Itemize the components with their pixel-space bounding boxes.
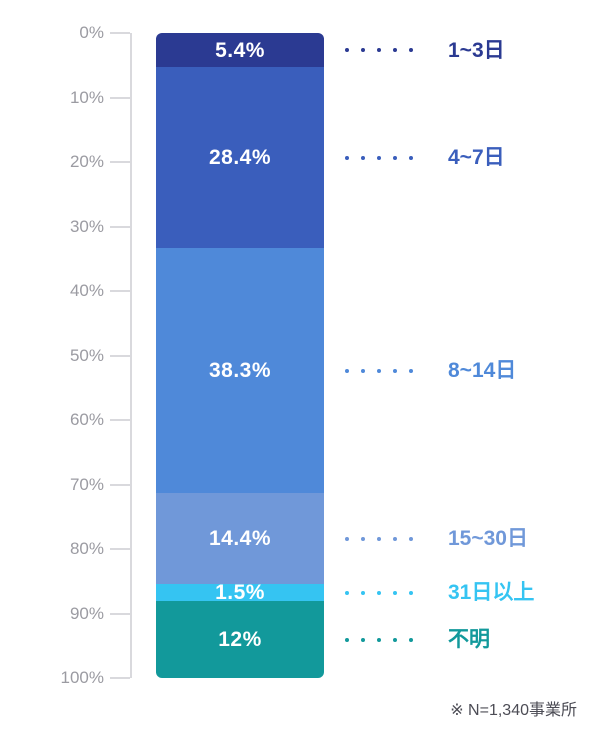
y-tick-label: 90% (69, 603, 104, 623)
legend-row: 4~7日 (345, 145, 505, 171)
footnote: ※ N=1,340事業所 (450, 702, 577, 719)
y-tick-mark (110, 612, 130, 615)
leader-dot-icon (409, 48, 413, 53)
leader-dot-icon (409, 637, 413, 642)
leader-dot-icon (361, 48, 365, 53)
y-tick-mark (110, 96, 130, 99)
y-tick-label: 50% (69, 345, 104, 365)
leader-dot-icon (409, 536, 413, 541)
y-tick-label: 10% (69, 87, 104, 107)
bar-segment: 38.3% (156, 248, 324, 493)
leader-dot-icon (361, 155, 365, 160)
y-axis-line (130, 33, 132, 678)
dot-leader (345, 590, 413, 595)
legend-label: 8~14日 (448, 359, 517, 383)
y-tick-mark (110, 290, 130, 292)
dot-leader (345, 637, 413, 642)
legend-row: 不明 (345, 627, 490, 653)
leader-dot-icon (345, 637, 349, 642)
leader-dot-icon (345, 155, 349, 160)
leader-dot-icon (409, 155, 413, 160)
dot-leader (345, 536, 413, 541)
legend-label: 4~7日 (448, 146, 505, 170)
dot-leader (345, 48, 413, 53)
y-tick-label: 20% (69, 152, 104, 171)
legend-row: 15~30日 (345, 526, 528, 552)
y-tick-mark (110, 548, 130, 550)
leader-dot-icon (361, 368, 365, 373)
y-tick-label: 40% (69, 281, 104, 300)
bar-segment: 5.4% (156, 33, 324, 68)
y-tick-mark (110, 354, 130, 357)
y-tick-label: 100% (60, 668, 104, 687)
leader-dot-icon (361, 637, 365, 642)
leader-dot-icon (409, 590, 413, 595)
segment-value-label: 12% (218, 628, 262, 652)
legend-label: 31日以上 (448, 581, 535, 605)
leader-dot-icon (345, 590, 349, 595)
leader-dot-icon (377, 368, 381, 373)
y-tick-mark (110, 161, 130, 163)
legend-label: 1~3日 (448, 38, 505, 62)
bar-segment: 14.4% (156, 492, 324, 585)
bar-segment: 28.4% (156, 67, 324, 249)
leader-dot-icon (361, 536, 365, 541)
bar-segment: 12% (156, 601, 324, 678)
legend-row: 31日以上 (345, 580, 534, 606)
y-tick-mark (110, 32, 130, 34)
leader-dot-icon (393, 536, 397, 541)
leader-dot-icon (393, 368, 397, 373)
leader-dot-icon (377, 637, 381, 642)
legend-row: 8~14日 (345, 358, 516, 384)
y-tick-mark (110, 225, 130, 228)
segment-value-label: 38.3% (208, 359, 272, 383)
leader-dot-icon (345, 536, 349, 541)
y-tick-mark (110, 483, 130, 486)
dot-leader (345, 155, 413, 160)
leader-dot-icon (393, 637, 397, 642)
leader-dot-icon (377, 155, 381, 160)
y-tick-label: 80% (69, 539, 104, 558)
dot-leader (345, 368, 413, 373)
legend-label: 15~30日 (448, 527, 528, 551)
y-tick-label: 30% (69, 216, 104, 236)
bar-segment: 1.5% (156, 581, 324, 605)
leader-dot-icon (377, 48, 381, 53)
stacked-bar: 5.4% 28.4% 38.3% 14.4% 1.5% 12% (156, 33, 324, 678)
y-tick-label: 0% (79, 23, 104, 42)
leader-dot-icon (361, 590, 365, 595)
legend-label: 不明 (448, 628, 490, 652)
leader-dot-icon (377, 590, 381, 595)
leader-dot-icon (409, 368, 413, 373)
leader-dot-icon (393, 48, 397, 53)
segment-value-label: 14.4% (208, 527, 272, 551)
leader-dot-icon (377, 536, 381, 541)
leader-dot-icon (345, 48, 349, 53)
leader-dot-icon (345, 368, 349, 373)
legend-row: 1~3日 (345, 37, 505, 63)
y-tick-mark (110, 677, 130, 679)
leader-dot-icon (393, 590, 397, 595)
y-tick-mark (110, 419, 130, 421)
segment-value-label: 5.4% (215, 38, 265, 62)
leader-dot-icon (393, 155, 397, 160)
segment-value-label: 28.4% (208, 146, 272, 170)
y-tick-label: 60% (69, 410, 104, 429)
segment-value-label: 1.5% (215, 581, 265, 605)
y-tick-label: 70% (69, 474, 104, 494)
